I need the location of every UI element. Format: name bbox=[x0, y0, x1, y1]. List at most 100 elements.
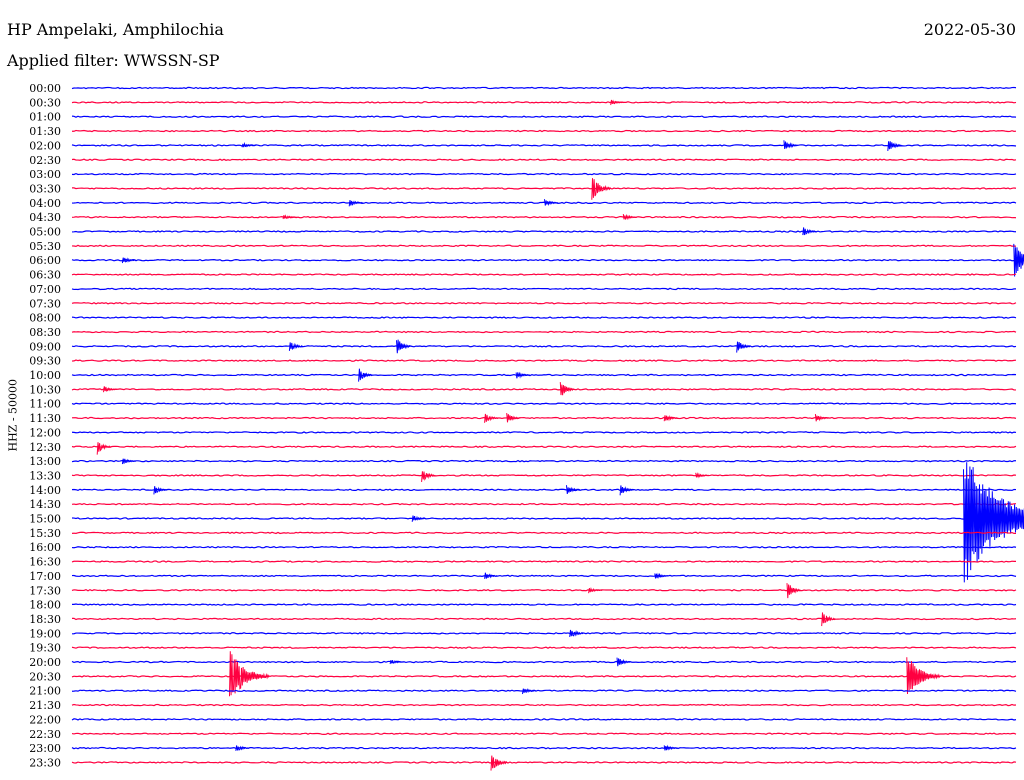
row-label-2300: 23:00 bbox=[29, 742, 61, 755]
trace-0430 bbox=[71, 215, 1017, 219]
row-label-1100: 11:00 bbox=[29, 398, 61, 411]
row-label-1830: 18:30 bbox=[29, 613, 61, 626]
event-1130-0 bbox=[484, 413, 499, 423]
event-1000-0 bbox=[358, 368, 373, 382]
row-label-0600: 06:00 bbox=[29, 254, 61, 267]
event-0430-0 bbox=[282, 214, 297, 220]
row-label-0930: 09:30 bbox=[29, 355, 61, 368]
trace-1230 bbox=[71, 445, 1017, 449]
event-1300-0 bbox=[121, 458, 137, 465]
trace-2200 bbox=[71, 718, 1017, 721]
row-label-0530: 05:30 bbox=[29, 240, 61, 253]
trace-1300 bbox=[71, 459, 1017, 463]
trace-0900 bbox=[71, 345, 1017, 348]
event-2030-1 bbox=[906, 657, 940, 694]
trace-0930 bbox=[71, 359, 1017, 362]
trace-0600 bbox=[71, 258, 1017, 262]
event-2330-0 bbox=[490, 755, 508, 771]
trace-2230 bbox=[71, 732, 1017, 735]
trace-0100 bbox=[71, 115, 1017, 118]
trace-0230 bbox=[71, 158, 1017, 161]
row-label-0730: 07:30 bbox=[29, 297, 61, 310]
row-label-0400: 04:00 bbox=[29, 197, 61, 210]
event-0200-2 bbox=[887, 141, 902, 151]
trace-1330 bbox=[71, 474, 1017, 477]
event-1500-0 bbox=[411, 515, 427, 522]
row-label-0200: 02:00 bbox=[29, 139, 61, 152]
row-label-1000: 10:00 bbox=[29, 369, 61, 382]
trace-2330 bbox=[71, 761, 1017, 764]
trace-0330 bbox=[72, 187, 1017, 190]
row-label-0630: 06:30 bbox=[29, 269, 61, 282]
event-0900-2 bbox=[736, 341, 751, 353]
event-0400-0 bbox=[348, 199, 363, 207]
row-label-1030: 10:30 bbox=[29, 383, 61, 396]
event-0600-1 bbox=[1013, 243, 1024, 277]
event-1030-1 bbox=[559, 382, 575, 396]
row-label-1930: 19:30 bbox=[29, 642, 61, 655]
row-label-1230: 12:30 bbox=[29, 441, 61, 454]
trace-1400 bbox=[71, 488, 1017, 492]
trace-2130 bbox=[71, 703, 1017, 707]
row-label-0130: 01:30 bbox=[29, 125, 61, 138]
event-1330-1 bbox=[695, 472, 710, 479]
event-0400-1 bbox=[544, 199, 559, 206]
row-label-0000: 00:00 bbox=[29, 82, 61, 95]
row-label-1400: 14:00 bbox=[29, 484, 61, 497]
trace-1630 bbox=[71, 560, 1017, 563]
event-2100-0 bbox=[522, 688, 537, 695]
trace-group bbox=[71, 86, 1024, 771]
row-label-0100: 01:00 bbox=[29, 111, 61, 124]
trace-1100 bbox=[71, 402, 1017, 405]
event-1130-1 bbox=[506, 412, 521, 423]
event-1130-2 bbox=[663, 415, 679, 422]
row-label-2330: 23:30 bbox=[29, 756, 61, 769]
date-label: 2022-05-30 bbox=[923, 20, 1016, 39]
event-2300-0 bbox=[235, 745, 250, 751]
event-0600-0 bbox=[121, 257, 137, 264]
row-label-1200: 12:00 bbox=[29, 426, 61, 439]
event-1700-0 bbox=[484, 572, 499, 579]
trace-0800 bbox=[71, 316, 1017, 319]
trace-0730 bbox=[71, 301, 1017, 305]
trace-1900 bbox=[71, 632, 1017, 635]
row-label-0430: 04:30 bbox=[29, 211, 61, 224]
row-label-1600: 16:00 bbox=[29, 541, 61, 554]
row-label-1130: 11:30 bbox=[29, 412, 61, 425]
event-1830-0 bbox=[821, 612, 836, 627]
event-1130-3 bbox=[814, 414, 830, 422]
trace-0130 bbox=[71, 129, 1017, 133]
row-label-0900: 09:00 bbox=[29, 340, 61, 353]
event-1000-1 bbox=[515, 371, 531, 379]
event-1400-0 bbox=[153, 486, 168, 495]
trace-0830 bbox=[71, 330, 1017, 334]
row-label-0300: 03:00 bbox=[29, 168, 61, 181]
row-label-1630: 16:30 bbox=[29, 556, 61, 569]
row-label-0500: 05:00 bbox=[29, 226, 61, 239]
trace-2300 bbox=[71, 746, 1017, 750]
trace-1600 bbox=[71, 545, 1017, 549]
event-1730-1 bbox=[786, 583, 801, 599]
row-label-0330: 03:30 bbox=[29, 182, 61, 195]
trace-0700 bbox=[71, 287, 1017, 291]
trace-0030 bbox=[71, 101, 1017, 104]
trace-0200 bbox=[71, 144, 1017, 147]
trace-2100 bbox=[71, 689, 1017, 692]
filter-label: Applied filter: WWSSN-SP bbox=[7, 51, 220, 70]
event-2000-0 bbox=[389, 660, 404, 665]
trace-1430 bbox=[71, 502, 1017, 506]
row-label-0230: 02:30 bbox=[29, 154, 61, 167]
event-1700-1 bbox=[654, 572, 669, 579]
event-2030-0 bbox=[229, 651, 270, 697]
trace-1700 bbox=[71, 574, 1017, 578]
trace-2000 bbox=[71, 660, 1017, 664]
event-1400-2 bbox=[619, 485, 634, 496]
row-label-2100: 21:00 bbox=[29, 685, 61, 698]
row-label-2130: 21:30 bbox=[29, 699, 61, 712]
event-0330-0 bbox=[591, 178, 612, 200]
trace-1030 bbox=[71, 388, 1017, 391]
trace-1000 bbox=[71, 373, 1017, 377]
event-1330-0 bbox=[421, 471, 436, 482]
event-1730-0 bbox=[588, 587, 603, 594]
